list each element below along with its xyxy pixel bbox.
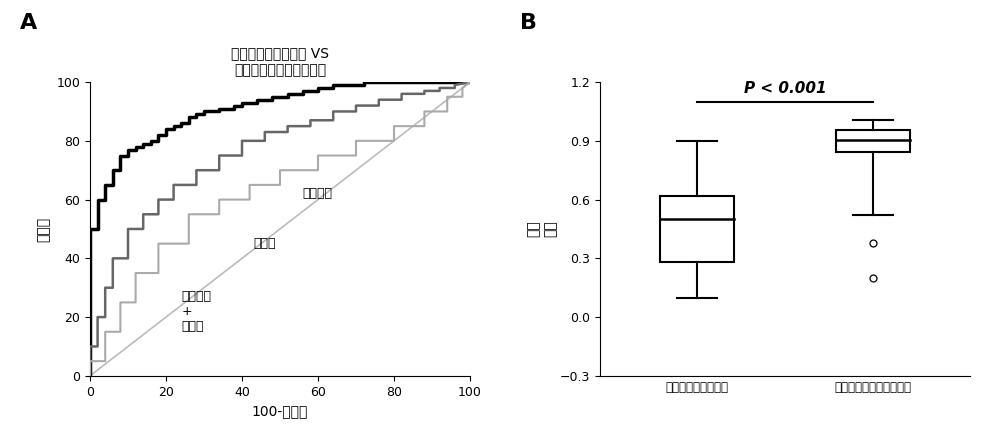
- Y-axis label: 比较
指标: 比较 指标: [527, 221, 557, 237]
- Bar: [836, 130, 910, 152]
- Text: 临床信息
+
定量值: 临床信息 + 定量值: [181, 290, 211, 333]
- Text: P < 0.001: P < 0.001: [744, 81, 826, 96]
- Title: 非糖尿病视网膜病变 VS
增殖性糖尿病视网膜病变: 非糖尿病视网膜病变 VS 增殖性糖尿病视网膜病变: [231, 47, 329, 77]
- Bar: [660, 196, 734, 262]
- Text: A: A: [20, 13, 37, 33]
- Text: B: B: [520, 13, 537, 33]
- Text: 定量值: 定量值: [253, 237, 276, 250]
- Y-axis label: 敏感度: 敏感度: [37, 216, 51, 241]
- Text: 临床信息: 临床信息: [303, 187, 333, 200]
- X-axis label: 100-特异性: 100-特异性: [252, 404, 308, 418]
